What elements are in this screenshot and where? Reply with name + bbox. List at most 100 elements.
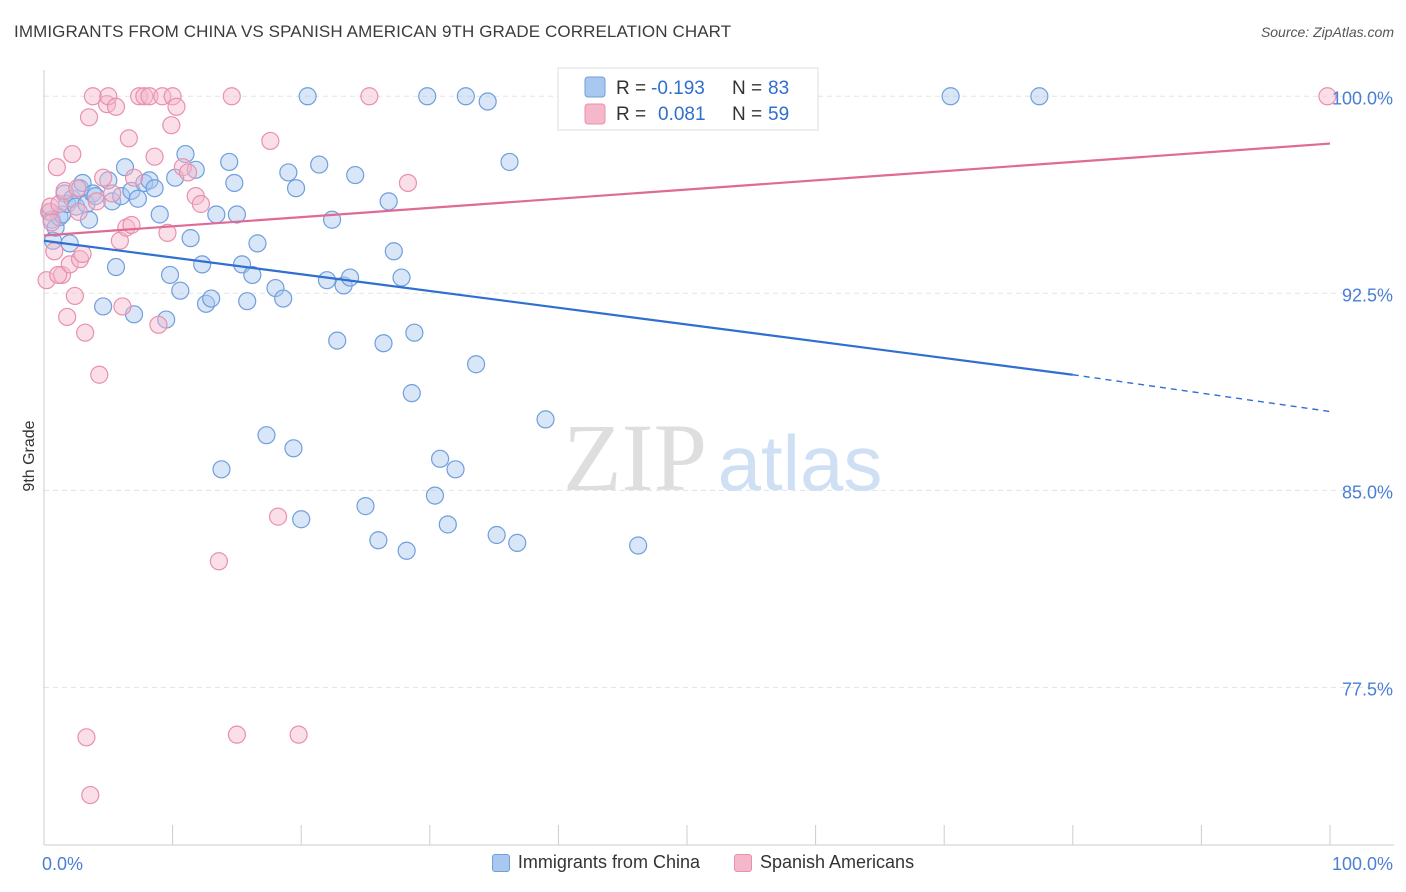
legend-swatch-china [491,853,510,872]
point-china [145,179,164,198]
chart-title: IMMIGRANTS FROM CHINA VS SPANISH AMERICA… [14,22,732,41]
legend-n-label-1: N = [732,78,762,99]
point-china [225,173,244,193]
point-spanish [398,173,418,193]
legend-r-label-2: R = [616,104,646,125]
y-tick-label: 100.0% [1332,88,1393,108]
point-spanish [222,87,241,106]
point-china [298,87,317,106]
point-spanish [261,131,280,151]
x-tick-label: 0.0% [42,854,83,874]
trend-line-china-extension [1072,374,1331,413]
chart-source: Source: ZipAtlas.com [1260,24,1394,40]
point-china [212,460,231,479]
trend-lines [43,142,1331,413]
point-spanish [60,255,79,274]
point-spanish [191,194,210,214]
y-tick-label: 92.5% [1342,285,1393,305]
point-spanish [90,365,109,384]
point-spanish [119,129,138,148]
point-china [356,497,375,516]
y-tick-label: 85.0% [1342,482,1393,502]
legend-swatch-pink [584,103,606,125]
point-spanish [65,286,84,306]
point-china [150,205,169,224]
point-china [196,294,216,313]
point-china [135,173,154,193]
point-china [941,87,960,106]
point-spanish [73,244,92,263]
point-spanish [113,297,132,316]
point-spanish [45,242,64,261]
point-spanish [268,507,288,526]
point-china [456,87,475,106]
point-spanish [289,725,308,744]
point-spanish [1318,87,1337,106]
point-china [292,510,311,529]
point-china [379,192,398,211]
point-china [238,292,257,311]
point-spanish [124,168,144,187]
point-spanish [106,97,126,116]
point-china [160,265,180,285]
point-china [487,525,506,545]
point-china [279,163,298,182]
point-china [508,533,527,552]
watermark-atlas: atlas [718,419,883,507]
point-spanish [140,87,159,106]
axes [43,70,1394,846]
point-china [478,92,497,111]
point-spanish [63,144,82,164]
point-spanish [163,87,182,106]
trend-line-china [43,239,1073,376]
point-spanish [173,158,192,177]
point-china [446,460,465,479]
point-spanish [167,97,186,116]
point-spanish [42,213,61,232]
legend-swatch-blue [584,76,606,98]
legend-n-value-1: 83 [768,78,789,99]
watermark-zip: ZIP [563,404,707,511]
point-spanish [47,158,66,177]
legend-r-label-1: R = [616,78,646,99]
point-spanish [227,725,246,744]
y-axis-label: 9th Grade [21,420,38,491]
point-china [248,234,267,253]
point-spanish [94,168,113,187]
point-china [392,268,411,287]
legend-item-china: Immigrants from China [491,852,700,873]
point-spanish [360,87,379,106]
point-spanish [178,163,198,182]
point-spanish [135,87,154,106]
point-spanish [79,108,99,127]
legend-label-spanish: Spanish Americans [759,852,915,872]
point-china [207,205,226,224]
point-china [425,486,445,505]
point-china [418,87,437,106]
point-spanish [117,218,136,237]
point-china [438,515,457,534]
point-china [328,331,347,350]
point-spanish [81,785,100,805]
y-tick-label: 77.5% [1342,679,1393,699]
point-spanish [145,147,164,166]
point-china [405,323,424,342]
point-spanish [83,87,102,106]
point-spanish [149,315,168,334]
point-china [103,192,122,211]
point-china [629,536,648,555]
tick-labels: 100.0% 92.5% 85.0% 77.5% 0.0% 100.0% [42,88,1393,874]
watermark: ZIP atlas [563,404,882,511]
point-china [500,152,519,172]
point-china [193,255,212,274]
point-china [346,165,365,185]
point-china [128,189,147,208]
series-legend: Immigrants from China Spanish Americans [0,852,1406,873]
point-china [369,531,388,550]
legend-label-china: Immigrants from China [517,852,700,872]
point-china [94,297,113,316]
legend-item-spanish: Spanish Americans [733,852,915,873]
point-china [466,355,486,374]
legend-n-value-2: 59 [768,104,789,125]
point-china [310,155,329,174]
